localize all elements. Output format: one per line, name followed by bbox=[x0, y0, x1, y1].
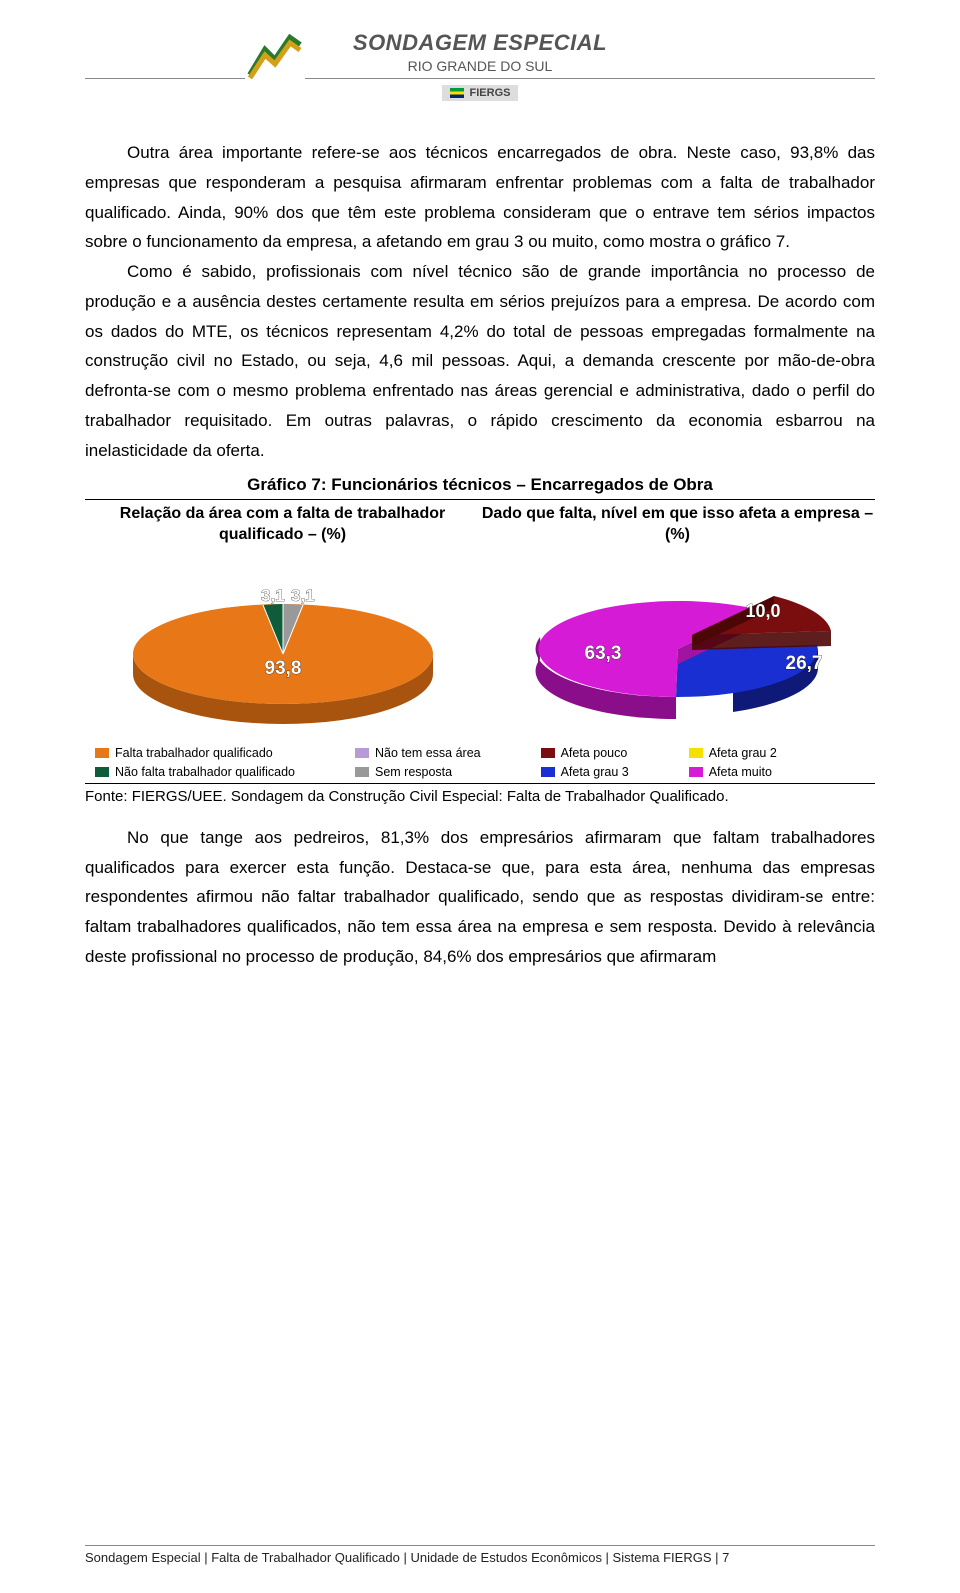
chart-left: Relação da área com a falta de trabalhad… bbox=[85, 504, 480, 734]
pie-left-label-1: 3,1 bbox=[261, 586, 285, 605]
legend-item: Falta trabalhador qualificado bbox=[95, 746, 295, 760]
chart-row: Relação da área com a falta de trabalhad… bbox=[85, 499, 875, 734]
header-rule bbox=[85, 78, 875, 79]
swatch-icon bbox=[355, 748, 369, 758]
swatch-icon bbox=[541, 748, 555, 758]
pie-right-label-1: 63,3 bbox=[584, 643, 621, 664]
page-footer: Sondagem Especial | Falta de Trabalhador… bbox=[85, 1545, 875, 1565]
swatch-icon bbox=[689, 748, 703, 758]
pie-right: 63,3 26,7 10,0 bbox=[508, 559, 848, 729]
paragraph-3: No que tange aos pedreiros, 81,3% dos em… bbox=[85, 823, 875, 972]
legend-col-1: Falta trabalhador qualificado Não falta … bbox=[95, 746, 295, 779]
chart-left-subtitle: Relação da área com a falta de trabalhad… bbox=[85, 504, 480, 546]
swatch-icon bbox=[689, 767, 703, 777]
fiergs-label: FIERGS bbox=[470, 87, 511, 99]
pie-left-label-2: 3,1 bbox=[291, 586, 315, 605]
legend-item: Não tem essa área bbox=[355, 746, 481, 760]
legend-item: Afeta pouco bbox=[541, 746, 629, 760]
body-text: Outra área importante refere-se aos técn… bbox=[85, 138, 875, 465]
legend-col-3: Afeta pouco Afeta grau 3 bbox=[541, 746, 629, 779]
paragraph-1: Outra área importante refere-se aos técn… bbox=[85, 138, 875, 257]
swatch-icon bbox=[541, 767, 555, 777]
body-text-2: No que tange aos pedreiros, 81,3% dos em… bbox=[85, 823, 875, 972]
swatch-icon bbox=[355, 767, 369, 777]
page-header: SONDAGEM ESPECIAL RIO GRANDE DO SUL FIER… bbox=[85, 30, 875, 103]
legend-item: Sem resposta bbox=[355, 765, 481, 779]
chart-source: Fonte: FIERGS/UEE. Sondagem da Construçã… bbox=[85, 788, 875, 805]
swatch-icon bbox=[95, 748, 109, 758]
legend-col-4: Afeta grau 2 Afeta muito bbox=[689, 746, 777, 779]
chart-legend: Falta trabalhador qualificado Não falta … bbox=[85, 740, 875, 784]
legend-item: Afeta grau 3 bbox=[541, 765, 629, 779]
legend-item: Afeta grau 2 bbox=[689, 746, 777, 760]
chart-right-subtitle: Dado que falta, nível em que isso afeta … bbox=[480, 504, 875, 546]
pie-right-label-2: 26,7 bbox=[785, 653, 822, 674]
pie-right-label-3: 10,0 bbox=[745, 601, 780, 621]
chart-title: Gráfico 7: Funcionários técnicos – Encar… bbox=[85, 475, 875, 495]
swatch-icon bbox=[95, 767, 109, 777]
legend-item: Afeta muito bbox=[689, 765, 777, 779]
pie-left: 3,1 3,1 93,8 bbox=[113, 559, 453, 729]
pie-left-label-3: 93,8 bbox=[264, 658, 301, 679]
legend-item: Não falta trabalhador qualificado bbox=[95, 765, 295, 779]
chart-right: Dado que falta, nível em que isso afeta … bbox=[480, 504, 875, 734]
header-title: SONDAGEM ESPECIAL bbox=[85, 30, 875, 56]
legend-col-2: Não tem essa área Sem resposta bbox=[355, 746, 481, 779]
header-logo-icon bbox=[245, 30, 305, 85]
header-subtitle: RIO GRANDE DO SUL bbox=[85, 58, 875, 74]
paragraph-2: Como é sabido, profissionais com nível t… bbox=[85, 257, 875, 465]
fiergs-badge: FIERGS bbox=[442, 85, 519, 101]
flag-icon bbox=[450, 88, 464, 98]
